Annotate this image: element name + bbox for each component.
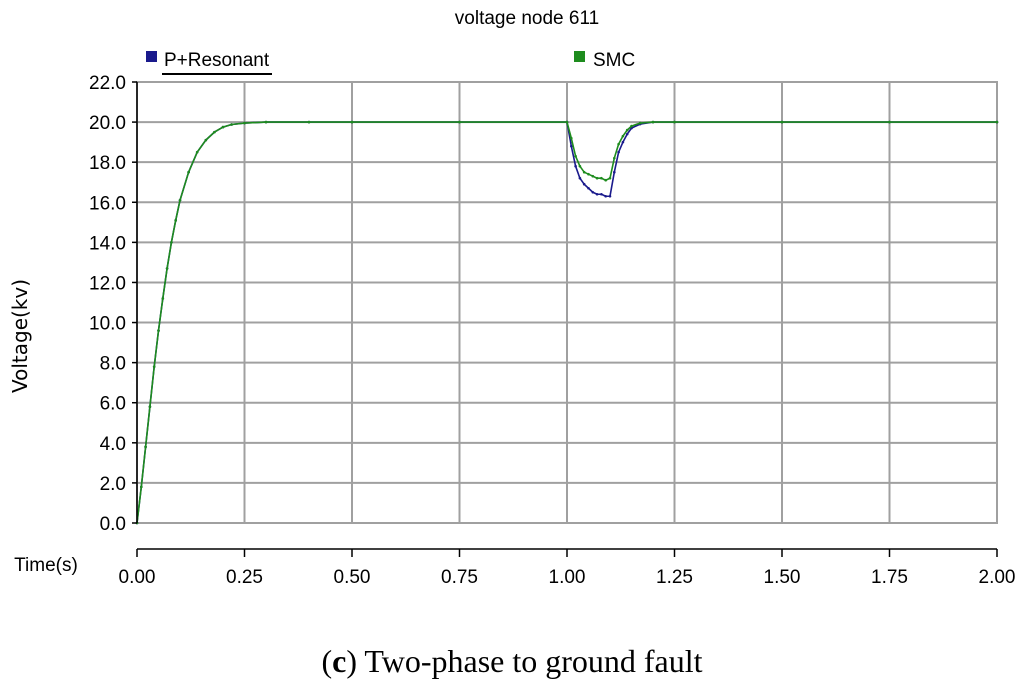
data-point [595,176,599,180]
legend: P+Resonant SMC [146,50,635,75]
data-point [264,120,268,124]
data-point [570,144,573,148]
data-point [574,164,577,168]
data-point [604,178,607,182]
legend-label-smc: SMC [593,50,635,71]
data-point [152,365,156,368]
x-tick-label: 1.75 [871,567,908,588]
grid [136,81,998,524]
data-point [621,134,625,138]
x-tick-label: 0.50 [334,567,371,588]
data-point [243,121,246,125]
x-axis-label: Time(s) [14,555,78,576]
y-tick-label: 4.0 [100,434,126,455]
data-point [195,150,199,154]
data-point [204,138,208,142]
data-point [595,192,599,196]
data-point [613,170,616,174]
y-tick-label: 6.0 [100,394,126,415]
data-point [613,156,616,160]
y-tick-label: 12.0 [89,273,126,294]
axes: 0.0 2.0 4.0 6.0 8.0 10.0 12.0 14.0 16.0 18.0 20.0 2… [89,73,1015,588]
data-point [578,176,582,180]
data-point [587,186,590,190]
series-layer [135,120,999,525]
data-point [578,164,582,168]
y-tick-label: 8.0 [100,354,126,375]
data-point [165,267,169,270]
x-tick-label: 0.25 [226,567,263,588]
y-tick-label: 20.0 [89,113,126,134]
y-tick-label: 2.0 [100,474,126,495]
data-point [608,176,612,180]
y-tick-label: 0.0 [100,514,126,535]
data-point [307,120,311,124]
data-point [350,120,354,124]
data-point [148,405,152,409]
y-tick-label: 22.0 [89,73,126,94]
data-point [174,219,177,222]
data-point [600,192,603,196]
y-tick-label: 16.0 [89,193,126,214]
caption-text: Two-phase to ground fault [357,643,703,679]
data-point [565,120,569,124]
data-point [621,140,625,144]
data-point [161,297,165,300]
data-point [178,198,182,202]
x-tick-label: 1.50 [764,567,801,588]
data-point [230,123,233,126]
data-point [187,170,190,174]
legend-swatch-smc [574,51,585,62]
data-point [570,136,573,140]
data-point [144,445,147,449]
data-point [673,120,676,124]
data-point [780,120,784,124]
data-point [574,154,577,158]
data-point [591,190,595,194]
data-point [888,120,891,124]
data-point [651,120,655,124]
x-tick-label: 2.00 [979,567,1016,588]
data-point [600,176,603,180]
data-point [458,120,461,124]
data-point [625,132,629,136]
data-point [140,485,143,489]
caption-letter: c [332,643,346,679]
chart-title: voltage node 611 [455,8,599,29]
data-point [213,130,216,134]
data-point [591,174,595,178]
x-tick-label: 1.00 [549,567,586,588]
data-point [587,172,590,176]
data-point [608,194,612,198]
data-point [630,124,633,128]
data-point [617,150,620,154]
data-point [221,125,225,129]
data-point [638,121,642,125]
data-point [604,194,607,198]
legend-swatch-p-resonant [146,51,157,62]
data-point [617,142,620,146]
y-tick-label: 18.0 [89,153,126,174]
y-axis-label: Voltage(kv) [8,279,32,393]
x-tick-label: 0.00 [119,567,156,588]
x-tick-label: 0.75 [441,567,478,588]
data-point [625,128,629,132]
x-tick-label: 1.25 [656,567,693,588]
y-tick-label: 14.0 [89,233,126,254]
data-point [582,170,586,174]
data-point [170,241,173,244]
data-point [582,182,586,186]
legend-label-p-resonant: P+Resonant [164,50,270,71]
figure-caption: (c) Two-phase to ground fault [321,643,702,679]
y-tick-label: 10.0 [89,314,126,335]
data-point [995,120,999,124]
data-point [157,329,160,332]
